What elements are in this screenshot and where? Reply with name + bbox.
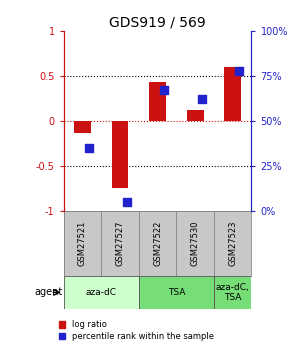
Text: GSM27523: GSM27523	[228, 220, 237, 266]
Text: TSA: TSA	[168, 288, 185, 297]
Bar	[64, 276, 139, 309]
Point	[162, 88, 167, 93]
Bar	[176, 211, 214, 276]
Bar	[224, 67, 241, 121]
Text: aza-dC: aza-dC	[86, 288, 117, 297]
Bar	[149, 82, 166, 121]
Bar	[139, 211, 176, 276]
Text: GSM27522: GSM27522	[153, 221, 162, 266]
Point	[199, 97, 204, 102]
Bar	[214, 276, 251, 309]
Text: GSM27527: GSM27527	[115, 220, 125, 266]
Bar	[112, 121, 128, 188]
Text: aza-dC,
TSA: aza-dC, TSA	[216, 283, 250, 302]
Point	[124, 199, 129, 205]
Text: agent: agent	[35, 287, 63, 297]
Text: GSM27530: GSM27530	[191, 220, 200, 266]
Bar	[139, 276, 214, 309]
Bar	[74, 121, 91, 132]
Title: GDS919 / 569: GDS919 / 569	[109, 16, 206, 30]
Bar	[64, 211, 101, 276]
Text: GSM27521: GSM27521	[78, 221, 87, 266]
Legend: log ratio, percentile rank within the sample: log ratio, percentile rank within the sa…	[59, 321, 214, 341]
Point	[237, 68, 242, 73]
Bar	[101, 211, 139, 276]
Point	[87, 145, 92, 150]
Bar	[187, 110, 204, 121]
Bar	[214, 211, 251, 276]
